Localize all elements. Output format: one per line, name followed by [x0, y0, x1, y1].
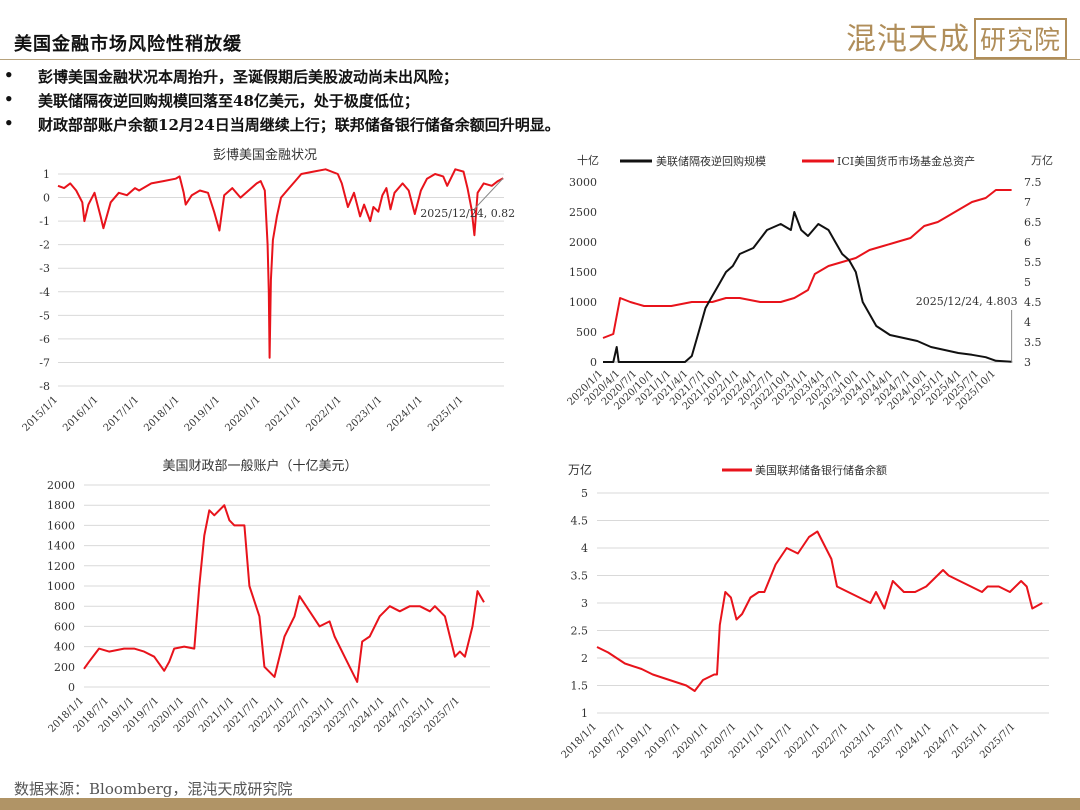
legend-label-rrp: 美联储隔夜逆回购规模 [656, 154, 766, 168]
brand-logo: 混沌天成 研究院 [846, 14, 1068, 59]
y-tick-label: 2000 [47, 479, 75, 492]
x-tick-label: 2021/1/1 [264, 394, 304, 434]
y-tick-label: 1 [581, 707, 588, 720]
legend-label-mmf: ICI美国货币市场基金总资产 [837, 154, 975, 168]
rrp-chart: 十亿 万亿 美联储隔夜逆回购规模 ICI美国货币市场基金总资产 3000 2500 2000… [566, 153, 1053, 412]
y-tick-label: 0 [43, 192, 50, 205]
y-right-tick-label: 7.5 [1024, 176, 1042, 189]
y-right-tick-label: 5.5 [1024, 256, 1042, 269]
y-tick-label: -7 [39, 356, 50, 369]
bullet-dot: • [4, 114, 14, 132]
x-tick-label: 2019/1/1 [183, 394, 223, 434]
y-right-tick-label: 6 [1024, 236, 1031, 249]
y-tick-label: -4 [39, 286, 50, 299]
right-axis-unit: 万亿 [1031, 154, 1053, 167]
x-tick-label: 2016/1/1 [61, 394, 101, 434]
y-tick-label: 1.5 [571, 680, 589, 693]
x-tick-label: 2023/1/1 [345, 394, 385, 434]
legend-label: 美国联邦储备银行储备余额 [755, 463, 887, 477]
series-line-mmf [602, 189, 1012, 339]
y-tick-label: 200 [54, 661, 75, 674]
y-tick-label: 1200 [47, 560, 75, 573]
page-title: 美国金融市场风险性稍放缓 [14, 34, 242, 55]
y-right-tick-label: 3 [1024, 356, 1031, 369]
y-right-tick-label: 4 [1024, 316, 1031, 329]
y-tick-label: 1000 [47, 580, 75, 593]
left-axis-unit: 十亿 [577, 153, 599, 167]
y-tick-label: 1 [43, 168, 50, 181]
y-tick-label: 4 [581, 542, 588, 555]
y-tick-label: 0 [68, 681, 75, 694]
logo-box: 研究院 [974, 18, 1068, 59]
series-line [596, 530, 1043, 692]
y-tick-label: 2.5 [571, 625, 589, 638]
header-rule [0, 59, 1080, 60]
series-line [57, 168, 504, 359]
bullet-text: 财政部部账户余额12月24日当周继续上行；联邦储备银行储备余额回升明显。 [38, 116, 560, 134]
y-tick-label: 400 [54, 641, 75, 654]
y-tick-label: 1600 [47, 519, 75, 532]
y-left-tick-label: 1000 [569, 296, 597, 309]
y-tick-label: -5 [39, 309, 50, 322]
y-left-tick-label: 1500 [569, 266, 597, 279]
y-tick-label: 3 [581, 597, 588, 610]
x-tick-label: 2015/1/1 [21, 394, 61, 434]
annotation-leader [472, 177, 504, 211]
y-tick-label: 3.5 [571, 570, 589, 583]
y-tick-label: -2 [39, 239, 50, 252]
x-tick-label: 2024/1/1 [385, 394, 425, 434]
y-tick-label: 1400 [47, 540, 75, 553]
bullet-text: 彭博美国金融状况本周抬升，圣诞假期后美股波动尚未出风险； [38, 68, 459, 86]
y-left-tick-label: 3000 [569, 176, 597, 189]
y-axis-unit: 万亿 [568, 462, 592, 477]
y-tick-label: -1 [39, 215, 50, 228]
annotation-label: 2025/12/24, 0.82 [420, 207, 515, 220]
y-tick-label: -6 [39, 333, 50, 346]
y-tick-label: 2 [581, 652, 588, 665]
y-right-tick-label: 6.5 [1024, 216, 1042, 229]
x-tick-label: 2018/1/1 [142, 394, 182, 434]
y-tick-label: 1800 [47, 499, 75, 512]
y-right-tick-label: 4.5 [1024, 296, 1042, 309]
y-tick-label: 4.5 [571, 515, 589, 528]
reserves-chart: 万亿 美国联邦储备银行储备余额54.543.532.521.512018/1/12… [560, 462, 1049, 761]
logo-text: 混沌天成 [846, 22, 970, 57]
chart-title: 彭博美国金融状况 [213, 147, 317, 163]
annotation-label: 2025/12/24, 4.803 [916, 295, 1018, 308]
source-note: 数据来源：Bloomberg，混沌天成研究院 [14, 780, 293, 798]
y-tick-label: 5 [581, 487, 588, 500]
y-tick-label: 600 [54, 620, 75, 633]
header: 美国金融市场风险性稍放缓 混沌天成 研究院 [0, 0, 1080, 60]
y-right-tick-label: 7 [1024, 196, 1031, 209]
y-tick-label: -8 [39, 380, 50, 393]
y-tick-label: -3 [39, 262, 50, 275]
chart-title: 美国财政部一般账户（十亿美元） [162, 458, 357, 474]
bullet-text: 美联储隔夜逆回购规模回落至48亿美元，处于极度低位； [38, 92, 419, 110]
series-line [83, 504, 485, 683]
y-right-tick-label: 3.5 [1024, 336, 1042, 349]
series-line-rrp [603, 211, 1012, 363]
bullet-dot: • [4, 66, 14, 84]
x-tick-label: 2017/1/1 [102, 394, 142, 434]
x-tick-label: 2022/1/1 [304, 394, 344, 434]
bullet-dot: • [4, 90, 14, 108]
y-left-tick-label: 2000 [569, 236, 597, 249]
x-tick-label: 2020/1/1 [223, 394, 263, 434]
y-tick-label: 800 [54, 600, 75, 613]
tga-chart: 美国财政部一般账户（十亿美元）2000180016001400120010008… [47, 458, 490, 735]
footer-bar [0, 798, 1080, 810]
y-left-tick-label: 2500 [569, 206, 597, 219]
y-left-tick-label: 0 [590, 356, 597, 369]
x-tick-label: 2025/1/1 [426, 394, 466, 434]
y-left-tick-label: 500 [576, 326, 597, 339]
y-right-tick-label: 5 [1024, 276, 1031, 289]
